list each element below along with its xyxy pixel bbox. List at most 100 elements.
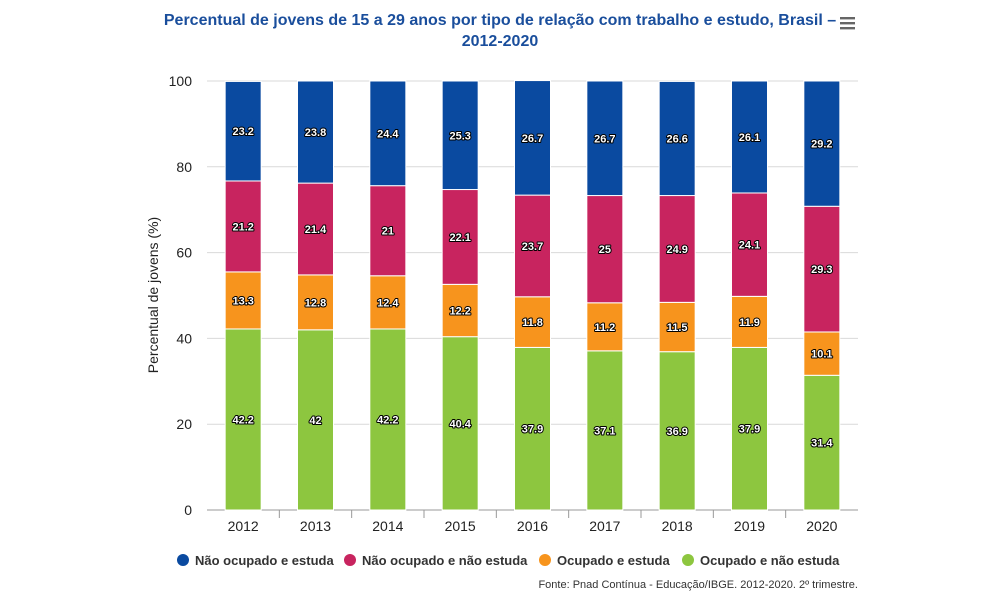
data-label: 24.9 xyxy=(666,244,687,256)
data-label: 11.5 xyxy=(667,322,688,334)
legend-marker xyxy=(344,554,356,566)
bar-segment[interactable] xyxy=(297,182,334,276)
y-tick-label: 0 xyxy=(184,502,192,518)
chart-title-line2: 2012-2020 xyxy=(462,33,539,50)
bar-segment[interactable] xyxy=(297,329,334,511)
data-label: 26.1 xyxy=(739,132,760,144)
data-label: 26.7 xyxy=(594,133,615,145)
y-tick-label: 80 xyxy=(176,159,192,175)
bar-segment[interactable] xyxy=(731,346,768,511)
chart-title-line1: Percentual de jovens de 15 a 29 anos por… xyxy=(164,12,836,29)
bar-segment[interactable] xyxy=(369,185,407,277)
data-label: 11.2 xyxy=(594,322,615,334)
data-label: 37.9 xyxy=(739,424,760,436)
bar-segment[interactable] xyxy=(586,302,624,352)
data-label: 10.1 xyxy=(811,349,832,361)
bar-segment[interactable] xyxy=(658,301,696,353)
data-label: 24.1 xyxy=(739,240,760,252)
data-label: 26.7 xyxy=(522,133,543,145)
bar-segment[interactable] xyxy=(297,274,334,331)
bar-segment[interactable] xyxy=(224,180,262,273)
bar-segment[interactable] xyxy=(369,328,407,511)
x-tick-label: 2012 xyxy=(228,518,259,534)
bar-segment[interactable] xyxy=(803,331,841,376)
y-tick-label: 60 xyxy=(176,245,192,261)
data-label: 21.4 xyxy=(305,224,327,236)
data-label: 42.2 xyxy=(232,414,253,426)
legend-label: Ocupado e estuda xyxy=(557,553,670,568)
y-tick-label: 100 xyxy=(169,73,193,89)
data-label: 29.2 xyxy=(811,139,832,151)
data-label: 37.1 xyxy=(594,425,615,437)
bar-segment[interactable] xyxy=(441,336,479,511)
source-note: Fonte: Pnad Contínua - Educação/IBGE. 20… xyxy=(538,579,858,591)
data-label: 31.4 xyxy=(811,438,833,450)
data-label: 29.3 xyxy=(811,264,832,276)
bar-segment[interactable] xyxy=(586,80,624,197)
data-label: 26.6 xyxy=(666,133,687,145)
data-label: 42.2 xyxy=(377,414,398,426)
data-label: 23.7 xyxy=(522,241,543,253)
x-tick-label: 2014 xyxy=(372,518,403,534)
bar-segment[interactable] xyxy=(658,351,696,511)
data-label: 13.3 xyxy=(232,295,253,307)
legend-label: Não ocupado e estuda xyxy=(195,553,334,568)
bar-segment[interactable] xyxy=(369,275,407,330)
legend-marker xyxy=(539,554,551,566)
data-label: 23.2 xyxy=(232,126,253,138)
bar-segment[interactable] xyxy=(514,194,551,298)
legend-item[interactable]: Não ocupado e estuda xyxy=(177,553,334,568)
data-label: 40.4 xyxy=(449,418,471,430)
bar-segment[interactable] xyxy=(514,346,551,511)
bar-segment[interactable] xyxy=(441,283,479,338)
data-label: 25.3 xyxy=(449,130,470,142)
bar-segment[interactable] xyxy=(803,80,841,207)
legend: Não ocupado e estuda Não ocupado e não es… xyxy=(177,553,840,568)
bar-segment[interactable] xyxy=(224,271,262,330)
bars: 42.2 13.3 21.2 23.2 42 12.8 21.4 23.8 42.2 12.4 21… xyxy=(224,80,841,511)
x-tick-label: 2013 xyxy=(300,518,331,534)
bar-segment[interactable] xyxy=(441,189,479,285)
x-tick-label: 2016 xyxy=(517,518,548,534)
x-tick-label: 2019 xyxy=(734,518,765,534)
legend-item[interactable]: Não ocupado e não estuda xyxy=(344,553,528,568)
legend-item[interactable]: Ocupado e não estuda xyxy=(682,553,840,568)
data-label: 21.2 xyxy=(232,221,253,233)
bar-segment[interactable] xyxy=(731,192,768,297)
bar-segment[interactable] xyxy=(658,80,696,197)
y-tick-label: 40 xyxy=(176,330,192,346)
bar-segment[interactable] xyxy=(586,195,624,304)
bar-segment[interactable] xyxy=(441,80,479,191)
data-label: 37.9 xyxy=(522,424,543,436)
x-tick-label: 2020 xyxy=(806,518,837,534)
legend-marker xyxy=(177,554,189,566)
bar-segment[interactable] xyxy=(731,80,768,194)
bar-segment[interactable] xyxy=(297,80,334,184)
data-label: 11.9 xyxy=(739,317,760,329)
data-label: 25 xyxy=(599,244,611,256)
data-label: 23.8 xyxy=(305,127,326,139)
bar-segment[interactable] xyxy=(224,80,262,182)
data-label: 21 xyxy=(382,226,394,238)
x-tick-label: 2015 xyxy=(445,518,476,534)
data-label: 12.8 xyxy=(305,297,326,309)
bar-segment[interactable] xyxy=(586,350,624,511)
data-label: 12.4 xyxy=(377,297,399,309)
data-label: 36.9 xyxy=(666,426,687,438)
y-tick-label: 20 xyxy=(176,416,192,432)
x-axis: 2012 2013 2014 2015 2016 2017 2018 2019 2020 xyxy=(228,510,838,534)
data-label: 12.2 xyxy=(449,306,470,318)
y-axis-label: Percentual de jovens (%) xyxy=(145,217,161,373)
bar-segment[interactable] xyxy=(803,205,841,333)
bar-segment[interactable] xyxy=(369,80,407,187)
bar-segment[interactable] xyxy=(514,80,551,196)
bar-segment[interactable] xyxy=(731,295,768,348)
bar-segment[interactable] xyxy=(224,328,262,511)
data-label: 11.8 xyxy=(522,317,543,329)
hamburger-menu-icon[interactable] xyxy=(836,13,858,33)
data-label: 24.4 xyxy=(377,128,399,140)
legend-marker xyxy=(682,554,694,566)
data-label: 42 xyxy=(309,415,321,427)
legend-item[interactable]: Ocupado e estuda xyxy=(539,553,670,568)
